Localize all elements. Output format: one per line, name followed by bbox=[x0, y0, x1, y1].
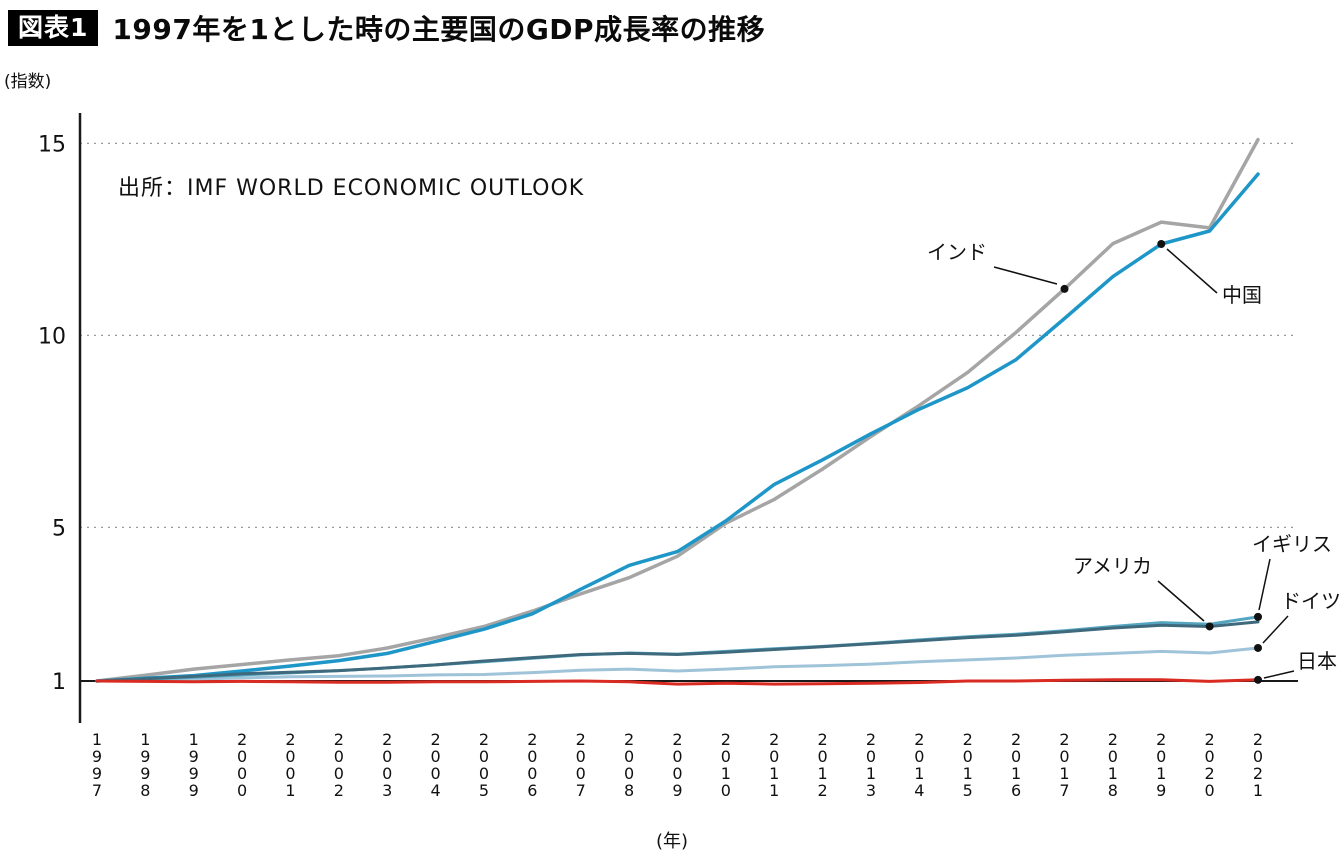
x-axis-labels: 1 9 9 7 1 9 9 8 1 9 9 9 2 0 0 0 2 0 0 1 2 0 0 2 2 0 0 3 2 0 0 4 2 0 0 5 2 0 0 6… bbox=[92, 730, 1263, 800]
series-label-usa: アメリカ bbox=[1073, 554, 1152, 578]
series-label-japan: 日本 bbox=[1297, 649, 1337, 673]
series-label-uk: イギリス bbox=[1252, 532, 1332, 556]
y-tick-label-5: 5 bbox=[52, 516, 66, 541]
y-axis-unit-label: (指数) bbox=[4, 72, 51, 92]
y-tick-label-1: 1 bbox=[52, 670, 66, 695]
series-line-china bbox=[95, 172, 1260, 683]
figure-badge: 図表1 bbox=[8, 10, 99, 46]
series-label-germany: ドイツ bbox=[1281, 589, 1340, 613]
annotation-dot-china bbox=[1157, 240, 1166, 249]
annotation-leader-usa bbox=[1157, 580, 1205, 622]
y-tick-label-15: 15 bbox=[38, 132, 66, 157]
series-line-japan bbox=[95, 678, 1260, 686]
annotation-leader-china bbox=[1166, 248, 1218, 294]
annotation-leader-uk bbox=[1258, 558, 1271, 611]
chart-header: 図表1 1997年を1とした時の主要国のGDP成長率の推移 bbox=[8, 8, 765, 48]
annotation-leader-india bbox=[993, 266, 1058, 285]
x-axis-unit-label: (年) bbox=[656, 831, 688, 852]
annotation-leader-germany bbox=[1262, 615, 1289, 644]
series-label-china: 中国 bbox=[1222, 283, 1262, 307]
series-line-india bbox=[95, 137, 1260, 683]
source-note: 出所：IMF WORLD ECONOMIC OUTLOOK bbox=[118, 176, 584, 201]
annotation-dot-usa bbox=[1205, 622, 1214, 631]
annotation-dot-uk bbox=[1254, 612, 1262, 621]
annotation-dot-india bbox=[1060, 284, 1069, 293]
series-line-usa bbox=[95, 620, 1260, 683]
series-line-germany bbox=[95, 646, 1260, 683]
page-title: 1997年を1とした時の主要国のGDP成長率の推移 bbox=[112, 13, 766, 46]
series-label-india: インド bbox=[927, 240, 987, 264]
annotation-dot-japan bbox=[1254, 675, 1262, 684]
y-tick-label-10: 10 bbox=[38, 324, 66, 349]
annotation-leader-japan bbox=[1263, 670, 1295, 679]
annotation-dot-germany bbox=[1254, 643, 1262, 652]
